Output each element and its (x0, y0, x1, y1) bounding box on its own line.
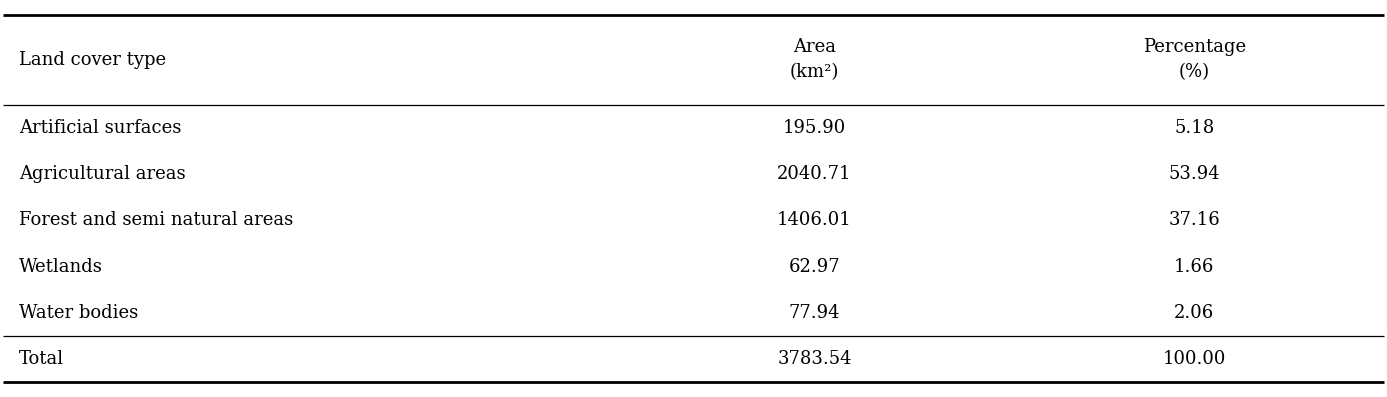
Text: 5.18: 5.18 (1175, 119, 1215, 137)
Text: Land cover type: Land cover type (19, 50, 166, 69)
Text: Water bodies: Water bodies (19, 304, 139, 322)
Text: 100.00: 100.00 (1162, 350, 1226, 368)
Text: Area
(km²): Area (km²) (789, 38, 839, 81)
Text: 1406.01: 1406.01 (777, 211, 852, 229)
Text: 37.16: 37.16 (1168, 211, 1221, 229)
Text: Agricultural areas: Agricultural areas (19, 165, 186, 183)
Text: 62.97: 62.97 (789, 258, 841, 276)
Text: 2040.71: 2040.71 (777, 165, 852, 183)
Text: 53.94: 53.94 (1168, 165, 1221, 183)
Text: Percentage
(%): Percentage (%) (1143, 38, 1246, 81)
Text: 3783.54: 3783.54 (777, 350, 852, 368)
Text: 195.90: 195.90 (782, 119, 846, 137)
Text: Forest and semi natural areas: Forest and semi natural areas (19, 211, 294, 229)
Text: 1.66: 1.66 (1173, 258, 1215, 276)
Text: 77.94: 77.94 (789, 304, 841, 322)
Text: Wetlands: Wetlands (19, 258, 103, 276)
Text: Total: Total (19, 350, 64, 368)
Text: Artificial surfaces: Artificial surfaces (19, 119, 182, 137)
Text: 2.06: 2.06 (1175, 304, 1215, 322)
